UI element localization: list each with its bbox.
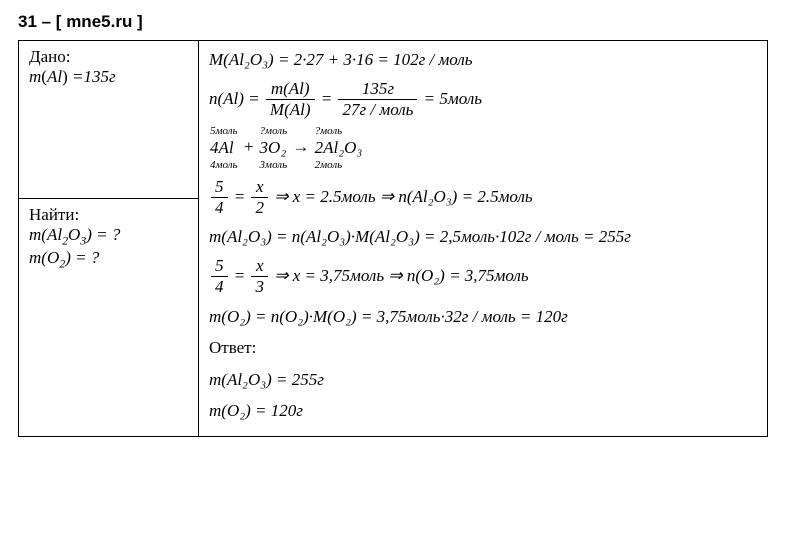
find-title: Найти: — [29, 205, 188, 225]
f1-q: = ? — [92, 225, 120, 244]
l4-f1d: 4 — [211, 198, 228, 218]
r-t1: 5моль — [210, 126, 238, 137]
r-m1: 4Al — [210, 138, 238, 158]
answer-title: Ответ: — [209, 335, 757, 361]
r-m3: 2Al₂O₃ — [315, 138, 363, 158]
l6-f1d: 4 — [211, 277, 228, 297]
l2-lhs: n(Al) = — [209, 88, 264, 107]
l6-f2d: 3 — [251, 277, 268, 297]
sol-line-6: 54 = x3 ⇒ x = 3,75моль ⇒ n(O₂) = 3,75мол… — [209, 256, 757, 298]
l4-f2n: x — [251, 177, 268, 198]
l4-f2d: 2 — [251, 198, 268, 218]
find-cell: Найти: m(Al2O3) = ? m(O2) = ? — [19, 198, 199, 436]
f1-al: Al — [47, 225, 62, 244]
l2-f2d: 27г / моль — [338, 100, 417, 120]
f2-s: 2 — [59, 257, 65, 271]
problem-table: Дано: m(Al) =135г M(Al₂O₃) = 2·27 + 3·16… — [18, 40, 768, 437]
given-title: Дано: — [29, 47, 188, 67]
given-m: m — [29, 67, 41, 86]
l2-f1n: m(Al) — [266, 79, 315, 100]
sol-line-2: n(Al) = m(Al)M(Al) = 135г27г / моль = 5м… — [209, 79, 757, 121]
sol-line-7: m(O₂) = n(O₂)·M(O₂) = 3,75моль·32г / мол… — [209, 304, 757, 330]
l6-f2n: x — [251, 256, 268, 277]
l2-f1d: M(Al) — [266, 100, 315, 120]
given-val: =135г — [68, 67, 116, 86]
f1-s2: 3 — [80, 233, 86, 247]
answer-2: m(O₂) = 120г — [209, 398, 757, 424]
l6-res: ⇒ x = 3,75моль ⇒ n(O₂) = 3,75моль — [270, 266, 529, 285]
r-b3: 2моль — [315, 160, 363, 171]
r-arr: → — [292, 137, 313, 156]
r-t2: ?моль — [260, 126, 288, 137]
r-t3: ?моль — [315, 126, 363, 137]
given-al: Al — [47, 67, 62, 86]
l6-f1n: 5 — [211, 256, 228, 277]
given-line: m(Al) =135г — [29, 67, 188, 87]
f2-q: = ? — [71, 248, 99, 267]
l2-f2n: 135г — [338, 79, 417, 100]
sol-reaction: 5моль 4Al 4моль + ?моль 3O₂ 3моль → ?мол… — [209, 126, 757, 170]
find-line-2: m(O2) = ? — [29, 248, 188, 271]
f1-m: m — [29, 225, 41, 244]
r-b1: 4моль — [210, 160, 238, 171]
find-line-1: m(Al2O3) = ? — [29, 225, 188, 248]
l4-f1n: 5 — [211, 177, 228, 198]
r-b2: 3моль — [260, 160, 288, 171]
f2-m: m — [29, 248, 41, 267]
l2-eq: = — [317, 88, 337, 107]
sol-line-5: m(Al₂O₃) = n(Al₂O₃)·M(Al₂O₃) = 2,5моль·1… — [209, 224, 757, 250]
sol-line-4: 54 = x2 ⇒ x = 2.5моль ⇒ n(Al₂O₃) = 2.5мо… — [209, 177, 757, 219]
answer-1: m(Al₂O₃) = 255г — [209, 367, 757, 393]
l4-res: ⇒ x = 2.5моль ⇒ n(Al₂O₃) = 2.5моль — [270, 186, 533, 205]
r-plus: + — [243, 137, 259, 156]
l6-eq1: = — [230, 266, 250, 285]
sol-line-1: M(Al₂O₃) = 2·27 + 3·16 = 102г / моль — [209, 47, 757, 73]
l4-eq1: = — [230, 186, 250, 205]
l2-res: = 5моль — [419, 88, 482, 107]
solution-cell: M(Al₂O₃) = 2·27 + 3·16 = 102г / моль n(A… — [199, 41, 768, 437]
f1-o: O — [68, 225, 80, 244]
f2-o: O — [47, 248, 59, 267]
r-m2: 3O₂ — [260, 138, 288, 158]
page-header: 31 – [ mne5.ru ] — [18, 12, 768, 32]
given-cell: Дано: m(Al) =135г — [19, 41, 199, 199]
